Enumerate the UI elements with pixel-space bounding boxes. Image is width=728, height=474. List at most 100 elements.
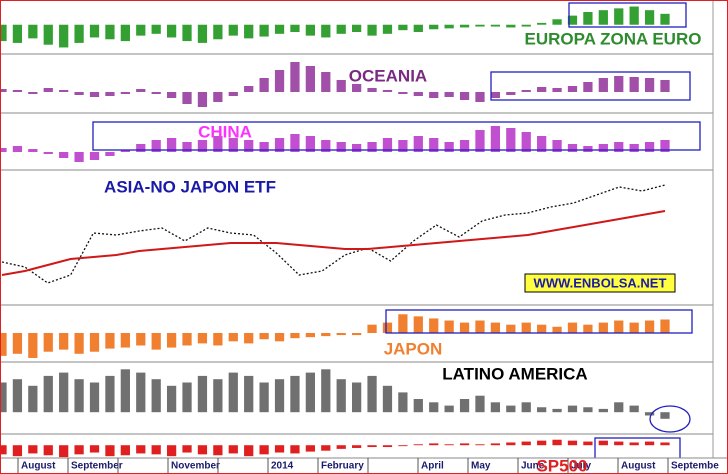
panel-title: ASIA-NO JAPON ETF <box>104 177 276 196</box>
bar <box>105 333 115 349</box>
bar <box>197 333 208 344</box>
bar <box>429 92 439 98</box>
bar <box>490 443 501 446</box>
bar <box>213 333 223 346</box>
bar <box>151 379 161 413</box>
bar <box>305 24 315 36</box>
bar <box>228 333 238 342</box>
bar <box>12 146 23 152</box>
bar <box>43 445 53 456</box>
highlight-box <box>490 71 691 101</box>
bar <box>644 142 655 152</box>
bar <box>367 375 377 413</box>
highlight-box <box>385 309 693 334</box>
bar <box>413 316 423 333</box>
bar <box>413 136 423 152</box>
bar <box>444 24 454 29</box>
bar <box>12 379 23 413</box>
bar <box>429 24 439 30</box>
bar <box>614 142 624 152</box>
bar <box>598 10 608 25</box>
bar <box>213 92 223 102</box>
bar <box>59 90 69 92</box>
bar <box>552 408 562 413</box>
bar <box>567 405 578 413</box>
bar <box>614 402 624 413</box>
bar <box>459 24 470 28</box>
bar <box>459 140 470 152</box>
bar <box>660 442 670 446</box>
bar <box>629 322 639 333</box>
annotation-box <box>524 273 676 293</box>
bar <box>43 24 53 45</box>
bar <box>197 92 208 107</box>
bar <box>398 140 408 152</box>
bar <box>12 24 23 43</box>
panel-title: SP500 <box>536 456 587 474</box>
bar <box>290 445 300 454</box>
bar <box>413 24 423 32</box>
bar <box>136 24 146 36</box>
bar <box>197 375 208 413</box>
x-tick-label: April <box>421 461 444 472</box>
bar <box>352 144 362 152</box>
bar <box>290 24 300 32</box>
bar <box>182 92 192 104</box>
bar <box>151 92 161 94</box>
bar <box>475 444 485 446</box>
bar <box>382 445 393 448</box>
x-tick-label: 2014 <box>271 461 294 472</box>
panel-title: OCEANIA <box>349 66 427 85</box>
bar <box>660 13 670 25</box>
bar <box>444 405 454 413</box>
bar <box>136 372 146 413</box>
bar <box>59 333 69 350</box>
bar <box>105 375 115 413</box>
bar <box>321 24 331 38</box>
panel-title: LATINO AMERICA <box>442 364 587 383</box>
bar <box>166 92 177 98</box>
bar <box>567 15 578 25</box>
bar <box>552 19 562 25</box>
bar <box>305 445 315 452</box>
bar <box>398 24 408 31</box>
bar <box>28 385 38 413</box>
bar <box>629 77 639 92</box>
bar <box>259 142 269 152</box>
bar <box>537 87 547 92</box>
bar <box>89 152 100 160</box>
x-axis-strip <box>0 457 728 474</box>
bar <box>105 445 115 457</box>
bar <box>506 92 516 95</box>
bar <box>506 128 516 152</box>
bar <box>614 76 624 92</box>
bar <box>521 90 531 92</box>
bar <box>12 90 23 92</box>
bar <box>89 24 100 38</box>
bar <box>429 443 439 446</box>
bar <box>244 375 254 413</box>
bar <box>228 92 238 96</box>
bar <box>367 88 377 92</box>
bar <box>660 319 670 333</box>
bar <box>567 440 578 446</box>
bar <box>28 24 38 39</box>
bar <box>506 442 516 446</box>
bar <box>0 148 7 152</box>
panel-title: JAPON <box>384 339 443 358</box>
annotation: WWW.ENBOLSA.NET <box>534 275 667 290</box>
bar <box>321 72 331 92</box>
bar <box>352 382 362 413</box>
bar <box>475 92 485 102</box>
bar <box>182 24 192 42</box>
bar <box>259 24 269 37</box>
bar <box>552 88 562 92</box>
bar <box>74 333 84 354</box>
bar <box>259 78 269 92</box>
bar <box>244 140 254 152</box>
bar <box>120 369 130 413</box>
bar <box>490 322 501 333</box>
bar <box>228 24 238 36</box>
bar <box>352 84 362 92</box>
bar <box>274 379 285 413</box>
